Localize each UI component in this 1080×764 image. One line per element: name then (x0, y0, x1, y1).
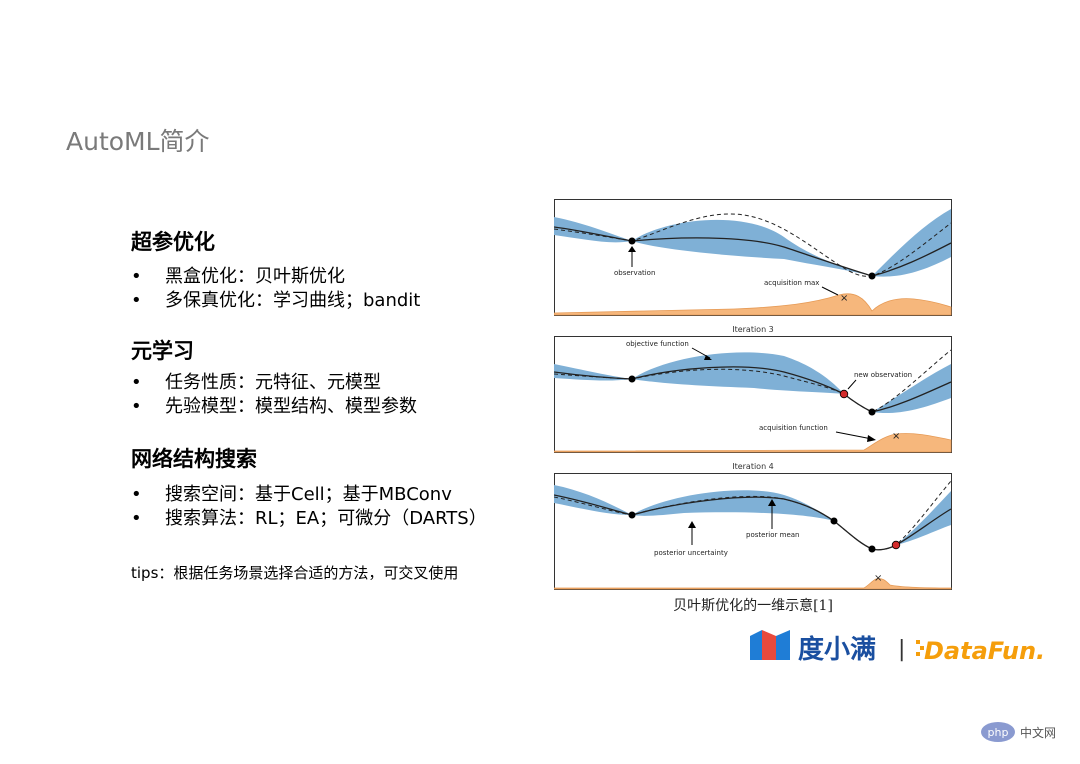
section-list-nas: 搜索空间：基于Cell；基于MBConv 搜索算法：RL；EA；可微分（DART… (131, 483, 487, 531)
list-item: 黑盒优化：贝叶斯优化 (131, 265, 420, 289)
acquisition-fill (554, 433, 952, 453)
annotation-observation: observation (614, 269, 655, 277)
list-item: 任务性质：元特征、元模型 (131, 371, 417, 395)
php-badge-icon (981, 722, 1015, 742)
page-title: AutoML简介 (66, 127, 210, 156)
figure-caption: 贝叶斯优化的一维示意[1] (673, 598, 833, 614)
acquisition-fill (554, 293, 952, 316)
tips-text: tips：根据任务场景选择合适的方法，可交叉使用 (131, 564, 459, 582)
new-observation-point (891, 540, 901, 550)
annotation-posterior-uncertainty: posterior uncertainty (654, 549, 728, 557)
list-item: 搜索算法：RL；EA；可微分（DARTS） (131, 507, 487, 531)
list-item: 先验模型：模型结构、模型参数 (131, 395, 417, 419)
annotation-objective-function: objective function (626, 340, 689, 348)
acquisition-max-marker: × (892, 431, 900, 442)
section-list-meta-learning: 任务性质：元特征、元模型 先验模型：模型结构、模型参数 (131, 371, 417, 419)
uncertainty-band (554, 352, 951, 414)
watermark-badge-text: php (988, 726, 1009, 739)
acquisition-max-marker: × (874, 573, 882, 584)
bo-panel-3-title: Iteration 4 (732, 462, 774, 471)
logo-separator: | (898, 637, 905, 662)
annotation-acquisition-max: acquisition max (764, 279, 819, 287)
new-observation-point (839, 389, 849, 399)
bo-panel-2: objective function new observation acqui… (554, 336, 952, 453)
section-list-hpo: 黑盒优化：贝叶斯优化 多保真优化：学习曲线；bandit (131, 265, 420, 313)
bo-panel-1: observation acquisition max × (554, 199, 952, 316)
observation-point (628, 375, 636, 383)
datafun-logo-icon (916, 640, 924, 656)
observation-point (830, 517, 838, 525)
observation-point (868, 408, 876, 416)
duxiaoman-wordmark: 度小满 (798, 634, 876, 665)
uncertainty-band (554, 485, 951, 550)
list-item: 多保真优化：学习曲线；bandit (131, 289, 420, 313)
section-heading-nas: 网络结构搜索 (131, 447, 257, 471)
annotation-new-observation: new observation (854, 371, 912, 379)
bo-panel-1-plot: observation acquisition max × (554, 199, 952, 316)
annotation-acquisition-function: acquisition function (759, 424, 828, 432)
uncertainty-band (554, 209, 951, 277)
bo-panel-3-plot: posterior uncertainty posterior mean × (554, 473, 952, 590)
datafun-wordmark: DataFun. (924, 637, 1045, 665)
watermark: php 中文网 (978, 720, 1074, 744)
acquisition-fill (554, 578, 952, 590)
observation-point (868, 545, 876, 553)
objective-function-line (554, 349, 952, 413)
bo-panel-2-title: Iteration 3 (732, 325, 774, 334)
annotation-posterior-mean: posterior mean (746, 531, 799, 539)
bo-panel-2-plot: objective function new observation acqui… (554, 336, 952, 453)
section-heading-meta-learning: 元学习 (131, 339, 194, 363)
watermark-text: 中文网 (1020, 725, 1056, 740)
acquisition-max-marker: × (840, 293, 848, 304)
partner-logos: 度小满 | DataFun. (748, 626, 1048, 666)
list-item: 搜索空间：基于Cell；基于MBConv (131, 483, 487, 507)
bo-panel-3: posterior uncertainty posterior mean × (554, 473, 952, 590)
observation-point (628, 237, 636, 245)
observation-point (628, 511, 636, 519)
section-heading-hpo: 超参优化 (131, 230, 215, 254)
observation-point (868, 272, 876, 280)
duxiaoman-logo-icon (750, 630, 790, 660)
